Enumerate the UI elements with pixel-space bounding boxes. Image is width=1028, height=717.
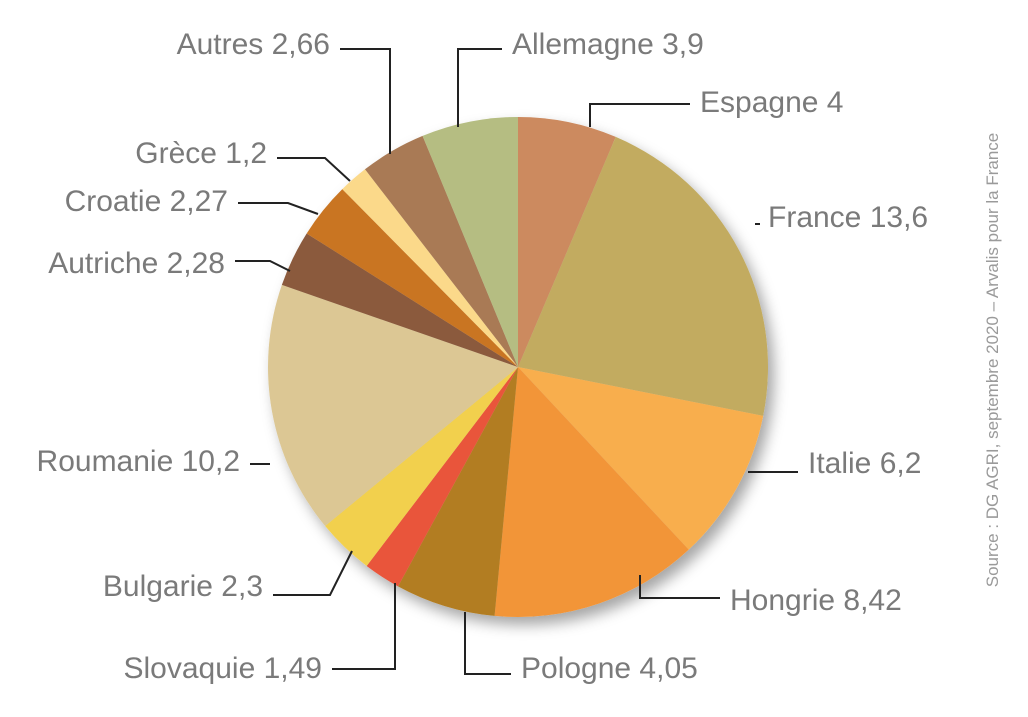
slice-label: Croatie 2,27: [65, 185, 228, 218]
pie-slice-slovaquie: [366, 367, 518, 587]
leader-line: [273, 550, 353, 596]
pie-slice-roumanie: [268, 284, 518, 527]
leader-line: [589, 103, 690, 127]
leader-lines: [235, 48, 798, 675]
pie-slice-croatie: [306, 189, 518, 367]
leader-line: [639, 575, 720, 599]
source-note: Source : DG AGRI, septembre 2020 – Arval…: [983, 133, 1002, 588]
pie-slice-autres: [364, 135, 518, 367]
slice-label: France 13,6: [768, 201, 928, 234]
slice-label: Grèce 1,2: [135, 137, 267, 170]
leader-line: [277, 157, 351, 182]
pie-slice-gr-ce: [342, 169, 518, 367]
slice-label: Autres 2,66: [177, 28, 330, 61]
pie-slice-espagne: [518, 117, 616, 367]
pie-slice-france: [518, 136, 769, 416]
leader-line: [457, 48, 502, 127]
slice-label: Hongrie 8,42: [730, 584, 902, 617]
pie-slice-pologne: [398, 367, 518, 616]
slice-label: Italie 6,2: [808, 447, 921, 480]
leader-line: [340, 48, 391, 154]
leader-line: [238, 202, 319, 215]
leader-line: [332, 583, 396, 670]
leader-line: [235, 260, 291, 272]
slice-label: Autriche 2,28: [48, 247, 225, 280]
pie-slices: [268, 117, 769, 618]
pie-slice-hongrie: [494, 367, 689, 618]
pie-slice-italie: [518, 367, 764, 550]
slice-labels: Espagne 4 France 13,6 Italie 6,2 Hongrie 8,…: [37, 28, 929, 685]
pie-slice-allemagne: [422, 117, 518, 367]
slice-label: Pologne 4,05: [521, 652, 698, 685]
slice-label: Espagne 4: [700, 86, 843, 119]
slice-label: Bulgarie 2,3: [103, 570, 263, 603]
pie-slice-bulgarie: [325, 367, 518, 566]
pie-slice-autriche: [281, 233, 518, 367]
slice-label: Slovaquie 1,49: [124, 652, 323, 685]
slice-label: Roumanie 10,2: [37, 445, 240, 478]
slice-label: Allemagne 3,9: [512, 28, 704, 61]
leader-line: [464, 612, 511, 675]
